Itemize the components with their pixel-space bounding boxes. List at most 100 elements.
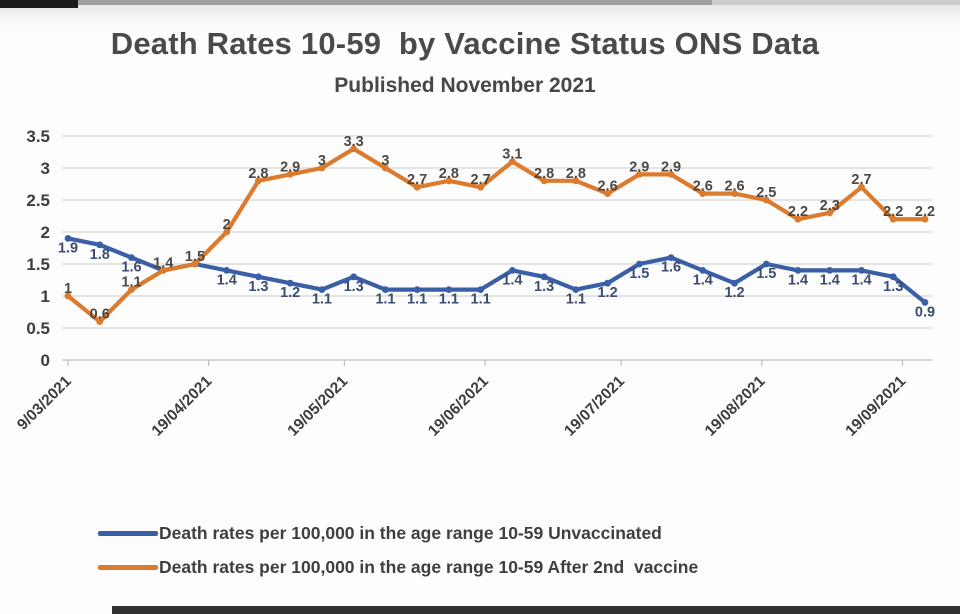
- y-tick-label: 1.5: [26, 255, 50, 274]
- data-point-label: 1.4: [502, 272, 522, 288]
- data-point-label: 0.9: [915, 304, 935, 320]
- screenshot-top-left-dark-artifact: [0, 0, 78, 8]
- data-point-label: 3: [381, 153, 389, 169]
- legend-label-unvaccinated: Death rates per 100,000 in the age range…: [159, 522, 662, 543]
- data-point-marker: [572, 286, 580, 293]
- chart-title: Death Rates 10-59 by Vaccine Status ONS …: [110, 26, 820, 61]
- x-tick-label: 19/07/2021: [561, 373, 628, 440]
- data-point-marker: [794, 215, 802, 223]
- data-point-label: 1.4: [851, 272, 871, 288]
- data-point-marker: [350, 273, 358, 281]
- data-point-label: 2.8: [439, 166, 459, 182]
- data-point-label: 1.3: [883, 279, 903, 295]
- data-point-label: 1.1: [312, 292, 332, 308]
- data-point-label: 2.7: [471, 172, 491, 188]
- data-point-marker: [762, 196, 770, 204]
- screenshot-top-right-light-artifact: [712, 0, 960, 5]
- data-point-label: 1.1: [121, 275, 141, 291]
- data-point-marker: [794, 267, 802, 274]
- screenshot-top-edge-artifact: [0, 0, 960, 5]
- data-point-label: 1: [64, 281, 72, 297]
- data-point-marker: [699, 190, 707, 198]
- data-point-marker: [382, 286, 389, 293]
- data-point-marker: [286, 279, 294, 287]
- data-point-marker: [826, 209, 834, 217]
- data-point-marker: [128, 286, 135, 293]
- data-point-label: 1.6: [661, 260, 681, 276]
- legend-item-after-2nd-vaccine: Death rates per 100,000 in the age range…: [98, 550, 918, 584]
- legend-item-unvaccinated: Death rates per 100,000 in the age range…: [98, 516, 918, 550]
- data-point-label: 1.9: [58, 240, 78, 256]
- data-point-label: 2.6: [597, 179, 617, 195]
- data-point-label: 1.1: [407, 292, 427, 308]
- data-point-marker: [382, 164, 389, 172]
- data-point-label: 2.6: [724, 179, 744, 195]
- data-point-marker: [159, 267, 167, 274]
- data-point-label: 1.4: [693, 272, 713, 288]
- data-point-label: 1.5: [185, 249, 205, 265]
- data-point-label: 2.8: [566, 166, 586, 182]
- data-point-marker: [604, 279, 611, 287]
- data-point-label: 1.1: [439, 292, 459, 308]
- data-point-marker: [255, 273, 262, 281]
- data-point-marker: [191, 260, 199, 268]
- x-tick-label: 9/03/2021: [14, 373, 75, 434]
- data-point-label: 1.4: [820, 272, 840, 288]
- series-after-2nd-vaccine-line: [65, 146, 928, 324]
- data-point-marker: [635, 171, 643, 178]
- x-tick-label: 19/09/2021: [842, 373, 909, 440]
- x-tick-label: 19/06/2021: [425, 373, 492, 440]
- legend-label-after-2nd-vaccine: Death rates per 100,000 in the age range…: [159, 556, 699, 577]
- data-point-marker: [540, 273, 548, 281]
- data-point-marker: [128, 254, 135, 261]
- data-point-marker: [667, 254, 675, 261]
- data-point-marker: [508, 158, 516, 166]
- data-point-marker: [318, 286, 326, 293]
- data-point-marker: [667, 171, 675, 178]
- series-unvaccinated-line: [65, 236, 928, 305]
- x-tick-label: 19/04/2021: [149, 373, 216, 440]
- data-point-marker: [731, 279, 738, 287]
- data-point-marker: [731, 190, 738, 198]
- data-point-label: 3: [318, 153, 326, 169]
- data-point-label: 2.9: [280, 159, 300, 175]
- data-point-marker: [96, 318, 104, 325]
- y-tick-label: 1: [41, 287, 50, 306]
- data-point-marker: [508, 267, 516, 274]
- data-point-marker: [255, 177, 262, 185]
- data-point-label: 2.2: [883, 204, 903, 220]
- unvaccinated-line-swatch-icon: [98, 530, 158, 536]
- data-point-label: 3.1: [502, 147, 522, 163]
- data-point-marker: [858, 183, 865, 191]
- data-point-label: 2.9: [629, 159, 649, 175]
- data-point-marker: [445, 286, 453, 293]
- data-point-label: 1.6: [121, 260, 141, 276]
- data-point-marker: [858, 267, 865, 274]
- data-point-marker: [64, 292, 72, 300]
- data-point-label: 1.1: [566, 292, 586, 308]
- y-tick-label: 0: [41, 351, 50, 370]
- data-point-label: 1.8: [90, 247, 110, 263]
- data-point-label: 2: [223, 217, 231, 233]
- data-point-marker: [413, 183, 421, 191]
- data-point-label: 2.8: [248, 166, 268, 182]
- data-point-marker: [223, 267, 231, 274]
- data-point-marker: [921, 215, 929, 223]
- data-point-label: 2.2: [788, 204, 808, 220]
- after-2nd-vaccine-line-swatch-icon: [98, 564, 158, 570]
- data-point-label: 1.3: [534, 279, 554, 295]
- data-point-marker: [96, 241, 104, 249]
- data-point-label: 1.5: [629, 266, 649, 282]
- data-point-marker: [889, 273, 897, 281]
- y-tick-label: 2.5: [26, 191, 50, 210]
- data-point-marker: [223, 228, 231, 236]
- data-point-label: 0.6: [90, 307, 110, 323]
- data-point-marker: [318, 164, 326, 172]
- x-tick-label: 19/05/2021: [284, 373, 351, 440]
- data-point-marker: [889, 215, 897, 223]
- data-point-label: 1.2: [597, 285, 617, 301]
- data-point-label: 1.2: [280, 285, 300, 301]
- chart-subtitle: Published November 2021: [334, 74, 596, 97]
- data-point-marker: [477, 183, 485, 191]
